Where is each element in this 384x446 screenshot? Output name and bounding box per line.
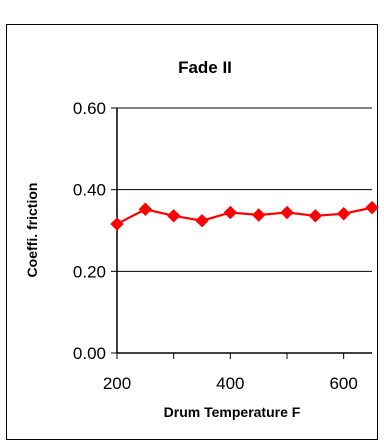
y-tick-label: 0.20 bbox=[73, 262, 106, 281]
x-tick-label: 600 bbox=[329, 374, 357, 393]
chart-border bbox=[6, 24, 378, 440]
data-series bbox=[110, 200, 379, 231]
data-point bbox=[223, 205, 238, 220]
x-axis-label: Drum Temperature F bbox=[164, 404, 301, 420]
grid-lines bbox=[117, 107, 372, 272]
data-point bbox=[251, 208, 266, 222]
tick-labels: 0.00 0.20 0.40 0.60 200 400 600 bbox=[73, 99, 358, 393]
data-point bbox=[308, 209, 323, 223]
data-point bbox=[195, 213, 209, 228]
y-axis-label: Coeffi. friction bbox=[24, 183, 40, 278]
data-point bbox=[110, 217, 124, 231]
chart-title: Fade II bbox=[178, 58, 232, 77]
x-tick-label: 200 bbox=[103, 374, 131, 393]
y-tick-label: 0.00 bbox=[73, 344, 106, 363]
data-point bbox=[365, 200, 379, 215]
y-tick-label: 0.60 bbox=[73, 99, 106, 118]
data-point bbox=[336, 207, 351, 221]
data-point bbox=[280, 205, 294, 220]
data-point bbox=[166, 209, 181, 223]
series-line bbox=[116, 206, 373, 225]
data-point bbox=[138, 202, 153, 216]
x-tick-label: 400 bbox=[216, 374, 244, 393]
y-tick-label: 0.40 bbox=[73, 181, 106, 200]
